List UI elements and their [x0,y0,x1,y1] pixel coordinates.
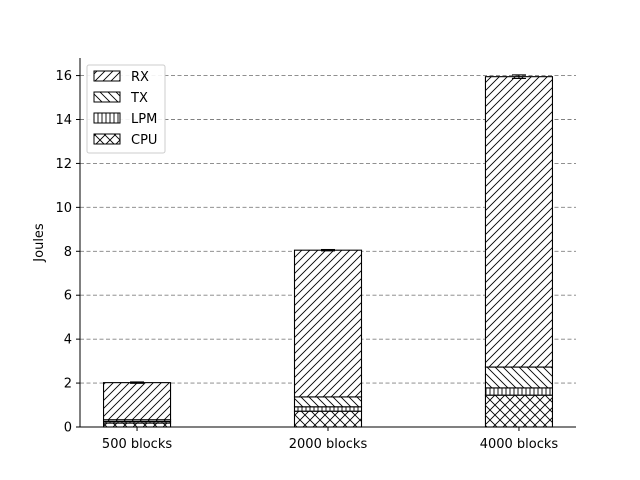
legend-label: RX [131,70,149,85]
y-tick-label: 14 [55,113,72,128]
bar-segment-cpu [102,422,172,428]
bars [102,74,554,428]
x-tick-label: 4000 blocks [480,437,559,452]
legend-swatch [93,91,121,103]
legend-item-lpm: LPM [93,112,157,127]
bar-segment-lpm [484,387,554,396]
bar-segment-tx [293,396,363,408]
legend-box [86,64,166,154]
error-bar [511,74,526,79]
bar-segment-rx [484,76,554,368]
y-tick-label: 12 [55,157,72,172]
y-axis-label: Joules [32,223,47,263]
legend-item-rx: RX [93,70,149,85]
bar-segment-lpm [293,406,363,412]
error-bar [321,248,335,252]
bar-segment-rx [293,249,363,398]
y-tick-label: 16 [55,69,72,84]
y-tick-label: 4 [64,333,72,348]
y-tick-label: 2 [64,377,72,392]
bar-segment-rx [102,382,172,421]
bar-segment-cpu [484,394,554,428]
legend-item-cpu: CPU [93,133,157,148]
axes: 0 2 4 6 8 10 12 14 16 500 blocks 2000 blocks 4000 b… [32,58,576,452]
bar-segment-tx [484,366,554,389]
legend-swatch [93,70,121,82]
y-tick-label: 10 [55,201,72,216]
legend-swatch [93,133,121,145]
x-tick-label: 2000 blocks [289,437,368,452]
legend-label: CPU [131,133,157,148]
y-tick-label: 0 [64,421,72,436]
legend: RX TX LPM CPU [86,64,166,154]
legend-swatch [93,112,121,124]
y-tick-label: 6 [64,289,72,304]
legend-item-tx: TX [93,91,148,106]
error-bar [130,381,145,384]
legend-label: TX [130,91,148,106]
x-tick-label: 500 blocks [102,437,172,452]
legend-label: LPM [131,112,157,127]
bar-segment-cpu [293,410,363,428]
y-tick-label: 8 [64,245,72,260]
